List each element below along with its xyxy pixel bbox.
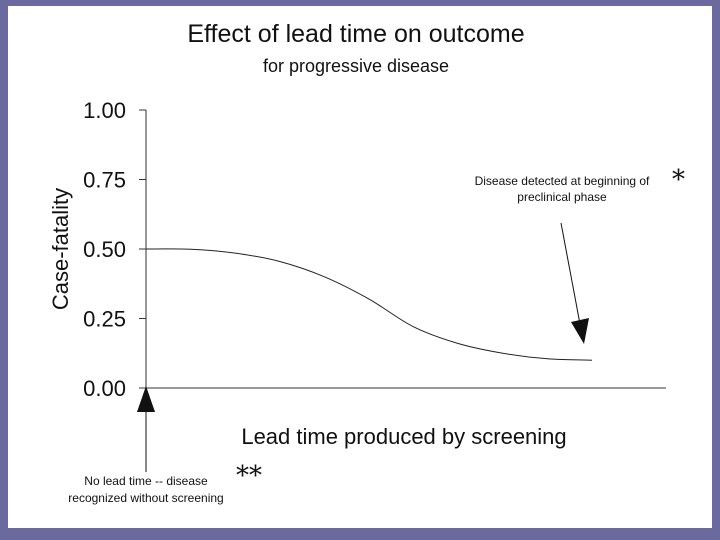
y-tick-label: 0.75 (83, 168, 126, 193)
y-tick-label: 0.25 (83, 307, 126, 332)
right-annotation-line-1: Disease detected at beginning of (475, 174, 650, 188)
left-annotation-marker: ** (236, 461, 262, 491)
y-tick-label: 0.00 (83, 376, 126, 401)
y-tick-label: 1.00 (83, 98, 126, 123)
right-annotation-line-2: preclinical phase (517, 190, 607, 204)
x-axis-label: Lead time produced by screening (241, 424, 566, 449)
left-annotation-line-2: recognized without screening (68, 491, 223, 505)
left-annotation-line-1: No lead time -- disease (84, 474, 208, 488)
right-arrow-head (571, 318, 589, 344)
y-axis-label: Case-fatality (48, 188, 73, 310)
y-ticks: 0.00 0.25 0.50 0.75 1.00 (83, 98, 146, 401)
right-arrow-shaft (560, 222, 581, 325)
chart: Effect of lead time on outcome for progr… (48, 20, 685, 505)
slide: Effect of lead time on outcome for progr… (8, 6, 712, 528)
right-annotation-marker: * (672, 165, 685, 195)
chart-subtitle: for progressive disease (263, 56, 449, 76)
y-tick-label: 0.50 (83, 237, 126, 262)
case-fatality-curve (145, 248, 593, 361)
chart-title: Effect of lead time on outcome (187, 20, 524, 48)
left-arrow-head (137, 386, 155, 412)
